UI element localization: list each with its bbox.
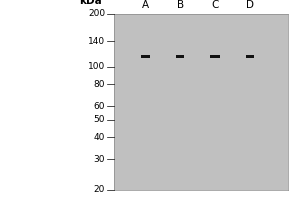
Text: D: D: [246, 0, 254, 10]
Bar: [210, 55, 220, 58]
Bar: [140, 55, 150, 58]
Text: C: C: [211, 0, 219, 10]
Text: 60: 60: [94, 102, 105, 111]
Text: 100: 100: [88, 62, 105, 71]
Text: 30: 30: [94, 155, 105, 164]
Text: 40: 40: [94, 133, 105, 142]
Text: kDa: kDa: [79, 0, 102, 6]
Text: B: B: [177, 0, 184, 10]
Text: 20: 20: [94, 186, 105, 194]
Bar: [246, 55, 254, 58]
Text: A: A: [142, 0, 149, 10]
Text: 200: 200: [88, 9, 105, 19]
Text: 140: 140: [88, 37, 105, 46]
Text: 80: 80: [94, 80, 105, 89]
Text: 50: 50: [94, 115, 105, 124]
Bar: [176, 55, 184, 58]
